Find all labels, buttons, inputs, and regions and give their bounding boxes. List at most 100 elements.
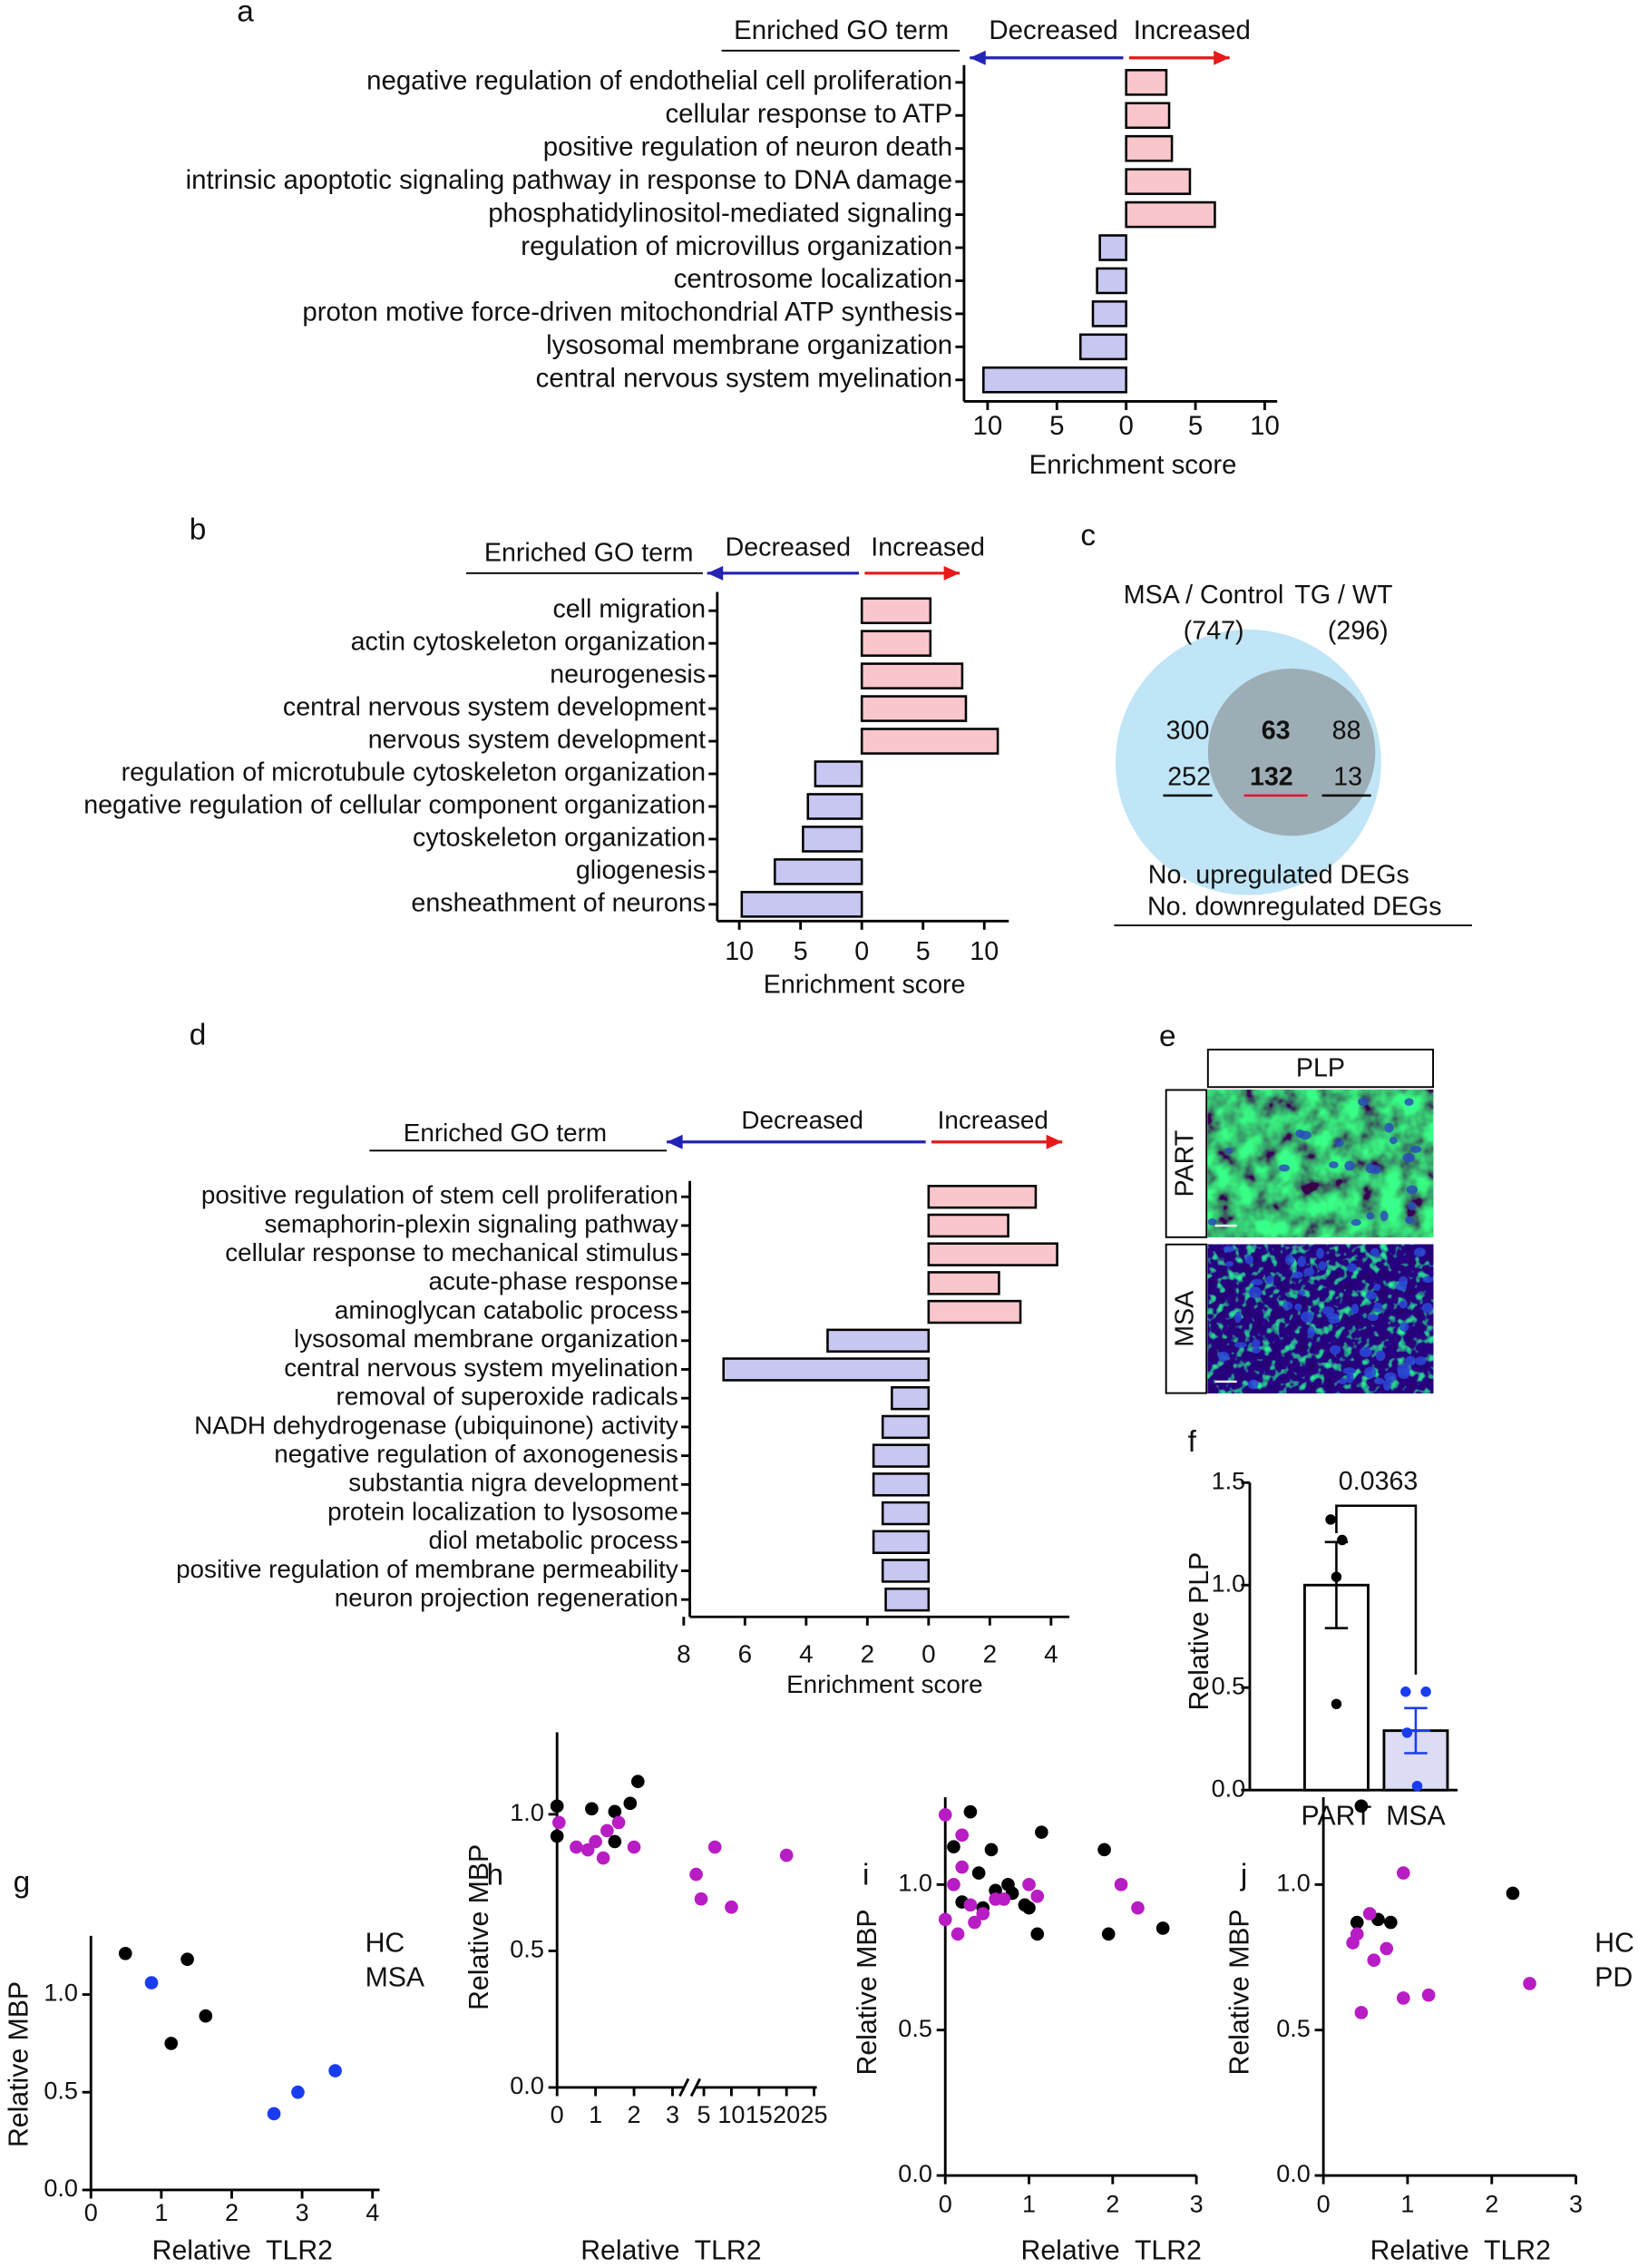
nucleus <box>1421 1303 1433 1314</box>
bar <box>891 1385 931 1411</box>
nucleus <box>1366 1212 1374 1220</box>
x-axis-title: Relative TLR2 <box>580 2235 761 2265</box>
bar <box>881 1501 931 1526</box>
set-total: (296) <box>1328 617 1389 646</box>
category-label: cellular response to mechanical stimulus <box>225 1238 678 1266</box>
x-tick-label: 5 <box>794 937 808 966</box>
down-count: 132 <box>1250 762 1293 791</box>
arrow-head <box>667 1134 683 1149</box>
category-label: central nervous system myelination <box>536 364 953 394</box>
nucleus <box>1339 1377 1348 1385</box>
nucleus <box>1217 1351 1230 1362</box>
increased-label: Increased <box>938 1106 1048 1134</box>
nucleus <box>1347 1263 1358 1273</box>
category-label: central nervous system development <box>283 693 706 722</box>
data-point <box>180 1952 194 1967</box>
category-label: neurogenesis <box>550 660 706 689</box>
y-tick-label: 0.0 <box>1276 2160 1311 2187</box>
y-tick-label: 1.5 <box>1212 1467 1246 1494</box>
bar <box>860 728 999 755</box>
data-point <box>707 1840 722 1854</box>
data-point <box>1420 1686 1431 1697</box>
nucleus <box>1224 1147 1233 1154</box>
category-label: aminoglycan catabolic process <box>335 1295 678 1324</box>
nucleus <box>1301 1311 1314 1323</box>
category-label: protein localization to lysosome <box>327 1497 678 1525</box>
nucleus <box>1359 1346 1372 1358</box>
panel-letter: g <box>14 1865 31 1899</box>
bar <box>740 891 863 918</box>
x-axis-title: Enrichment score <box>1029 450 1237 480</box>
x-tick-label: 0 <box>939 2191 952 2218</box>
data-point <box>291 2085 305 2099</box>
x-tick-label: 2 <box>628 2101 641 2128</box>
down-count: 252 <box>1167 762 1211 791</box>
data-point <box>1097 1843 1111 1857</box>
category-label: diol metabolic process <box>429 1526 678 1554</box>
nucleus <box>1292 1271 1303 1279</box>
category-label: ensheathment of neurons <box>411 888 706 917</box>
bar <box>1125 168 1192 195</box>
data-point <box>144 1976 159 1989</box>
x-tick-label: 0 <box>551 2101 564 2128</box>
bar <box>1125 200 1216 229</box>
category-label: gliogenesis <box>576 855 706 885</box>
data-point <box>608 1804 622 1819</box>
nucleus <box>1395 1282 1408 1291</box>
x-tick-label: 0 <box>854 937 869 966</box>
nucleus <box>1350 1304 1360 1315</box>
data-point <box>955 1828 970 1843</box>
nucleus <box>1282 1301 1293 1311</box>
category-label: proton motive force-driven mitochondrial… <box>302 298 952 327</box>
panel-letter: b <box>190 513 207 547</box>
panel-letter: i <box>863 1858 869 1892</box>
arrow-head <box>1214 50 1230 65</box>
increased-label: Increased <box>871 533 985 562</box>
data-point <box>1396 1866 1410 1880</box>
set-name: MSA / Control <box>1124 581 1284 610</box>
decreased-label: Decreased <box>989 15 1117 45</box>
data-point <box>1362 1907 1377 1921</box>
x-tick-label: 2 <box>225 2199 239 2226</box>
data-point <box>1396 1991 1410 2005</box>
x-axis-title: Enrichment score <box>786 1670 983 1698</box>
x-tick-label: 3 <box>1569 2191 1583 2218</box>
nucleus <box>1279 1164 1290 1172</box>
data-point <box>971 1866 986 1880</box>
data-point <box>1022 1878 1036 1892</box>
data-point <box>938 1808 952 1822</box>
category-label: regulation of microtubule cytoskeleton o… <box>122 758 706 787</box>
nucleus <box>1384 1122 1394 1133</box>
nucleus <box>1252 1339 1261 1348</box>
data-point <box>1030 1889 1045 1903</box>
x-tick-label: 3 <box>296 2199 309 2226</box>
y-tick-label: 1.0 <box>1212 1569 1246 1597</box>
side-box <box>1165 1089 1208 1238</box>
up-count: 63 <box>1262 716 1291 745</box>
nucleus <box>1365 1291 1378 1300</box>
nucleus <box>1294 1303 1302 1311</box>
increased-label: Increased <box>1134 15 1251 45</box>
data-point <box>164 2037 179 2050</box>
up-count: 88 <box>1332 716 1361 745</box>
nucleus <box>1298 1289 1306 1296</box>
x-tick-label: 1 <box>1400 2191 1414 2218</box>
data-point <box>694 1892 708 1906</box>
bar <box>927 1299 1022 1325</box>
bar <box>927 1213 1009 1238</box>
category-label: lysosomal membrane organization <box>546 330 952 360</box>
data-point <box>328 2064 342 2077</box>
panel-letter: j <box>1240 1858 1247 1892</box>
stain-header <box>1206 1048 1435 1089</box>
nucleus <box>1414 1247 1426 1257</box>
data-point <box>1350 1915 1364 1930</box>
data-point <box>570 1840 583 1854</box>
nucleus <box>1389 1136 1398 1145</box>
data-point <box>550 1829 564 1843</box>
y-tick-label: 1.0 <box>1276 1869 1311 1896</box>
x-tick-label: 2 <box>1106 2191 1119 2218</box>
bar <box>1098 234 1127 261</box>
x-axis-title: Enrichment score <box>764 970 966 999</box>
x-tick-label: 0 <box>921 1640 935 1668</box>
nucleus <box>1373 1284 1381 1291</box>
